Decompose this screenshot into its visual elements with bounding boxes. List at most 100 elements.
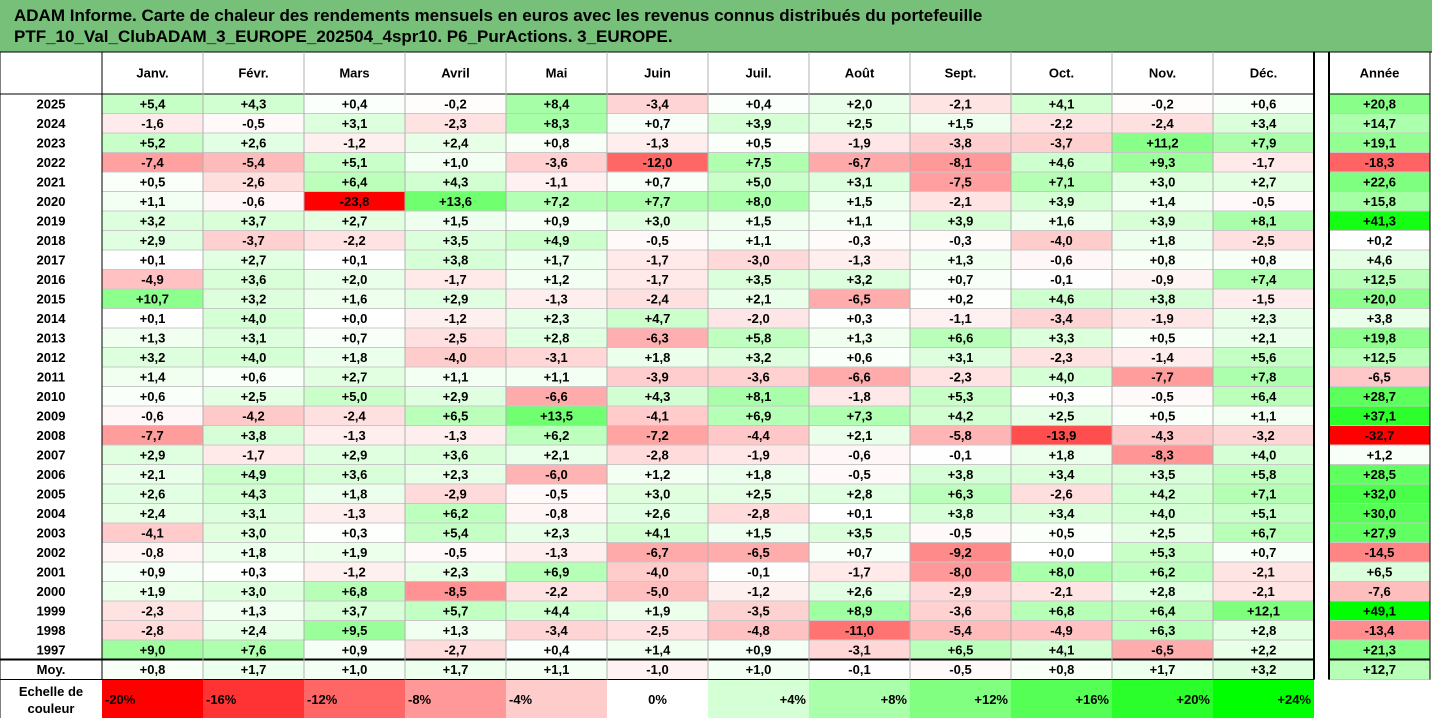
heatmap-cell-value: -7,4 xyxy=(141,155,164,170)
heatmap-cell-value: +1,1 xyxy=(140,194,166,209)
heatmap-cell-value: +7,3 xyxy=(847,408,873,423)
average-cell-value: +1,7 xyxy=(241,662,267,677)
heatmap-cell-value: -3,0 xyxy=(747,252,769,267)
heatmap-cell-value: -2,3 xyxy=(444,116,466,131)
heatmap-cell-value: -7,5 xyxy=(949,174,971,189)
row-year-label: 2002 xyxy=(37,545,66,560)
heatmap-cell-value: -2,1 xyxy=(1050,584,1072,599)
heatmap-cell-value: +6,6 xyxy=(948,330,974,345)
heatmap-cell-value: +2,3 xyxy=(544,525,570,540)
heatmap-cell-value: +0,0 xyxy=(342,311,368,326)
heatmap-cell-value: +2,8 xyxy=(544,330,570,345)
scale-swatch-label: +12% xyxy=(974,692,1008,707)
average-annual-value: +12,7 xyxy=(1363,662,1396,677)
heatmap-cell-value: +0,9 xyxy=(746,642,772,657)
heatmap-cell-value: -0,5 xyxy=(646,233,668,248)
heatmap-cell-value: +3,1 xyxy=(847,174,873,189)
heatmap-cell-value: +3,0 xyxy=(645,486,671,501)
heatmap-cell-value: -5,0 xyxy=(646,584,668,599)
heatmap-cell-value: +0,7 xyxy=(1251,545,1277,560)
heatmap-cell-value: -23,8 xyxy=(340,194,370,209)
heatmap-cell-value: +5,0 xyxy=(746,174,772,189)
heatmap-cell-value: -2,1 xyxy=(1252,584,1274,599)
heatmap-cell-value: +1,8 xyxy=(1049,447,1075,462)
row-year-label: 2020 xyxy=(37,194,66,209)
heatmap-cell-value: -11,0 xyxy=(845,623,874,638)
heatmap-cell-value: -2,2 xyxy=(545,584,567,599)
heatmap-cell-value: +0,9 xyxy=(544,213,570,228)
annual-cell-value: +20,0 xyxy=(1363,291,1396,306)
title-line-2: PTF_10_Val_ClubADAM_3_EUROPE_202504_4spr… xyxy=(14,27,673,46)
heatmap-cell-value: +3,2 xyxy=(847,272,873,287)
scale-swatch xyxy=(809,679,910,718)
heatmap-cell-value: +3,0 xyxy=(241,525,267,540)
heatmap-cell-value: -8,0 xyxy=(949,564,971,579)
heatmap-cell-value: +0,3 xyxy=(241,564,267,579)
average-cell-value: +1,1 xyxy=(544,662,570,677)
heatmap-cell-value: -2,3 xyxy=(1050,350,1072,365)
heatmap-cell-value: +5,1 xyxy=(342,155,368,170)
heatmap-cell-value: -3,4 xyxy=(646,96,669,111)
heatmap-cell-value: +2,1 xyxy=(1251,330,1277,345)
heatmap-cell-value: -0,6 xyxy=(1050,252,1072,267)
scale-swatch xyxy=(304,679,405,718)
row-year-label: 1998 xyxy=(37,623,66,638)
heatmap-cell-value: +0,8 xyxy=(544,135,570,150)
heatmap-cell-value: +3,8 xyxy=(1150,291,1176,306)
heatmap-cell-value: -3,8 xyxy=(949,135,971,150)
heatmap-cell-value: -2,3 xyxy=(949,369,971,384)
heatmap-cell-value: +3,2 xyxy=(140,350,166,365)
heatmap-cell-value: +6,4 xyxy=(1251,389,1277,404)
heatmap-cell-value: +3,7 xyxy=(241,213,267,228)
heatmap-cell-value: -2,9 xyxy=(949,584,971,599)
average-cell-value: +1,0 xyxy=(342,662,368,677)
annual-column-header: Année xyxy=(1360,66,1400,81)
page-title: ADAM Informe. Carte de chaleur des rende… xyxy=(0,0,1432,52)
heatmap-cell-value: +2,1 xyxy=(746,291,772,306)
heatmap-cell-value: +8,4 xyxy=(544,96,570,111)
heatmap-cell-value: -0,1 xyxy=(747,564,769,579)
heatmap-cell-value: -1,2 xyxy=(444,311,466,326)
heatmap-cell-value: +3,0 xyxy=(241,584,267,599)
heatmap-cell-value: +4,7 xyxy=(645,311,671,326)
heatmap-cell-value: -2,1 xyxy=(1252,564,1274,579)
heatmap-cell-value: +2,5 xyxy=(1049,408,1075,423)
annual-cell-value: -7,6 xyxy=(1368,584,1390,599)
heatmap-cell-value: +1,5 xyxy=(847,194,873,209)
heatmap-cell-value: -6,5 xyxy=(1151,642,1173,657)
heatmap-cell-value: -8,1 xyxy=(949,155,971,170)
heatmap-cell-value: +7,1 xyxy=(1049,174,1075,189)
scale-swatch xyxy=(1213,679,1314,718)
heatmap-cell-value: +2,9 xyxy=(443,291,469,306)
heatmap-cell-value: +0,7 xyxy=(342,330,368,345)
heatmap-cell-value: +0,1 xyxy=(847,506,873,521)
heatmap-cell-value: -8,5 xyxy=(444,584,466,599)
heatmap-cell-value: -7,7 xyxy=(1151,369,1173,384)
heatmap-cell-value: -3,1 xyxy=(848,642,870,657)
heatmap-cell-value: +3,2 xyxy=(746,350,772,365)
average-cell-value: -1,0 xyxy=(646,662,668,677)
heatmap-cell-value: +0,5 xyxy=(746,135,772,150)
heatmap-cell-value: +4,9 xyxy=(241,467,267,482)
heatmap-cell-value: +1,4 xyxy=(645,642,671,657)
heatmap-cell-value: +2,1 xyxy=(140,467,166,482)
heatmap-cell-value: +9,0 xyxy=(140,642,166,657)
heatmap-cell-value: -2,2 xyxy=(1050,116,1072,131)
heatmap-cell-value: +7,9 xyxy=(1251,135,1277,150)
heatmap-cell-value: +3,5 xyxy=(847,525,873,540)
heatmap-cell-value: -0,5 xyxy=(1151,389,1173,404)
heatmap-cell-value: -8,3 xyxy=(1151,447,1173,462)
row-year-label: 2019 xyxy=(37,213,66,228)
heatmap-cell-value: -0,2 xyxy=(444,96,466,111)
heatmap-cell-value: -0,8 xyxy=(141,545,163,560)
annual-cell-value: +12,5 xyxy=(1363,350,1396,365)
heatmap-cell-value: -0,6 xyxy=(848,447,870,462)
heatmap-cell-value: +3,7 xyxy=(342,603,368,618)
row-year-label: 2004 xyxy=(37,506,67,521)
heatmap-cell-value: +0,3 xyxy=(342,525,368,540)
heatmap-cell-value: -4,2 xyxy=(242,408,264,423)
heatmap-cell-value: -1,7 xyxy=(242,447,264,462)
heatmap-cell-value: +6,9 xyxy=(746,408,772,423)
heatmap-cell-value: -0,5 xyxy=(949,525,971,540)
heatmap-cell-value: +0,3 xyxy=(1049,389,1075,404)
